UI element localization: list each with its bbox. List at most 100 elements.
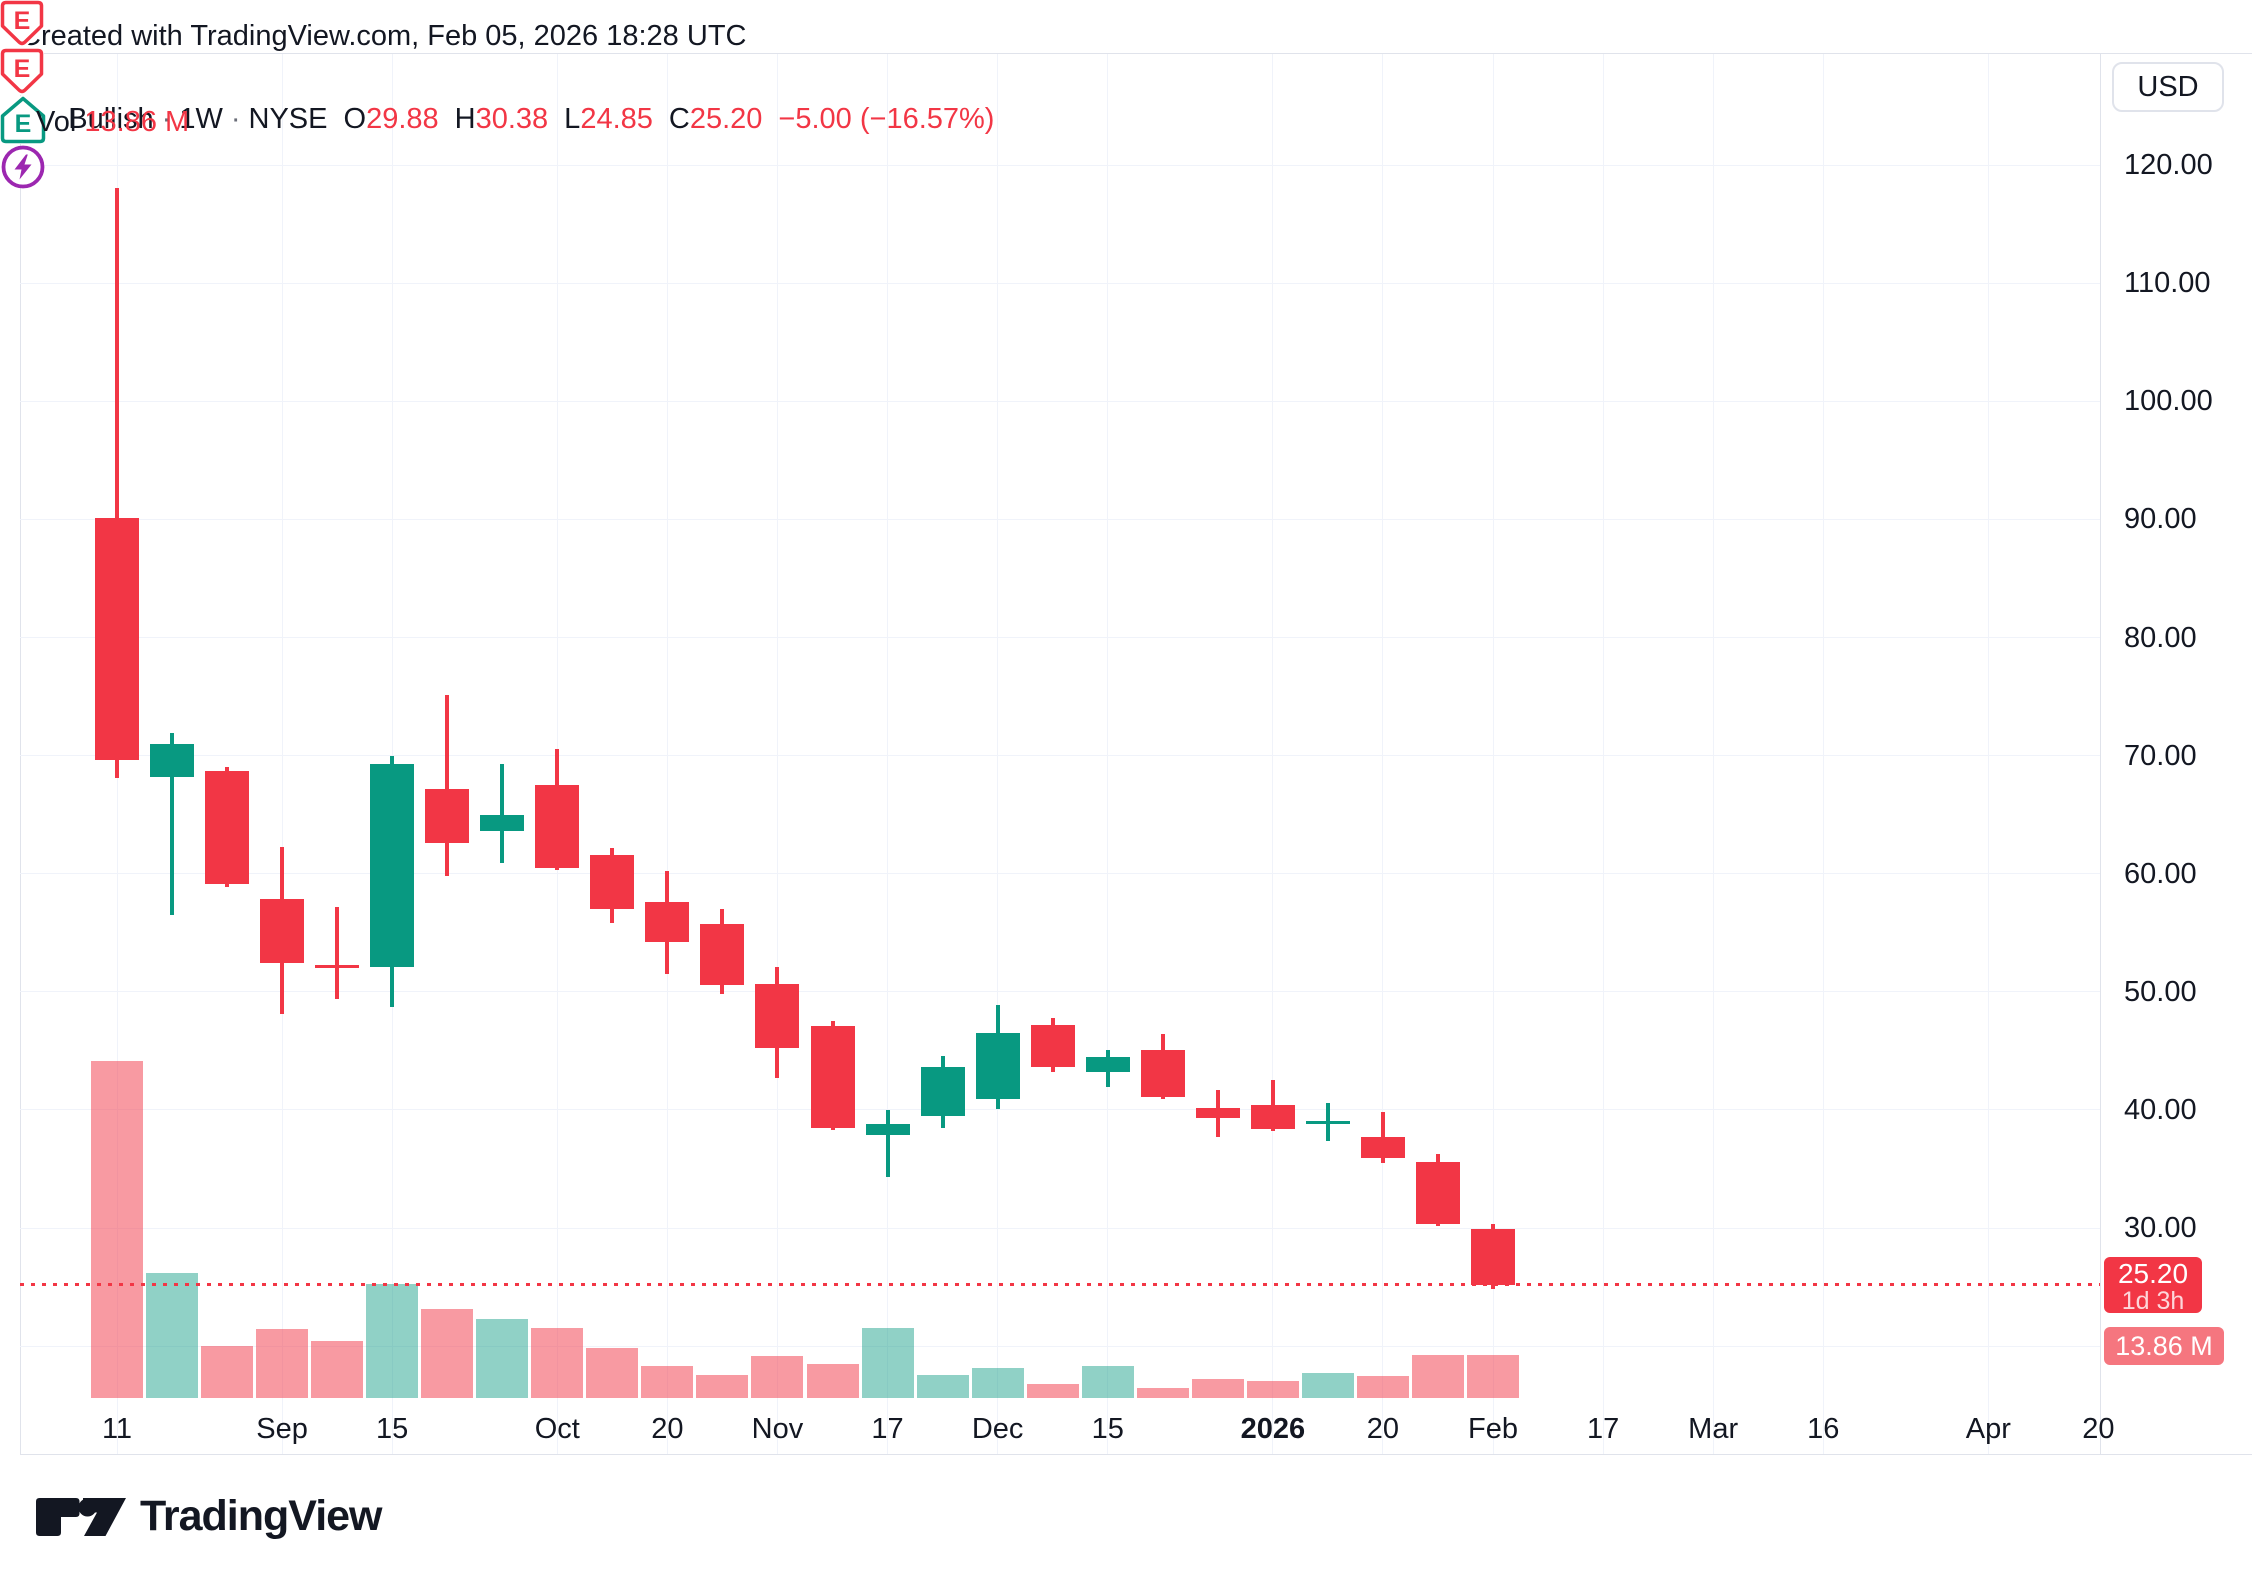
earnings-reported-icon[interactable]: E [0,46,46,96]
tradingview-logo[interactable]: TradingView [36,1492,382,1541]
legend-separator-2: · [230,103,241,135]
volume-bar[interactable] [1301,1372,1354,1398]
volume-bar[interactable] [586,1348,639,1398]
price-tick-label: 110.00 [2124,267,2211,300]
volume-bar[interactable] [861,1327,914,1398]
volume-bar[interactable] [1081,1366,1134,1398]
close-value: 25.20 [689,103,763,135]
candle[interactable] [865,1124,910,1135]
volume-bar[interactable] [1026,1384,1079,1398]
legend-separator: · [161,103,172,135]
volume-bar[interactable] [1411,1354,1464,1398]
volume-bar[interactable] [91,1061,143,1398]
price-gridline [20,400,2100,402]
time-gridline [281,54,283,1454]
volume-bar[interactable] [476,1318,529,1398]
svg-text:E: E [14,55,31,83]
volume-bar[interactable] [421,1308,474,1398]
volume-bar[interactable] [311,1340,364,1398]
candle[interactable] [810,1026,855,1128]
price-tick-label: 30.00 [2124,1212,2197,1244]
time-gridline [1822,54,1824,1454]
candle[interactable] [700,924,745,985]
volume-bar[interactable] [1246,1380,1299,1398]
volume-bar[interactable] [1356,1375,1409,1398]
tradingview-logo-text: TradingView [140,1492,382,1540]
last-price-line [20,1283,2100,1287]
candle[interactable] [370,763,415,967]
candle[interactable] [1085,1056,1130,1073]
price-tick-label: 90.00 [2124,503,2197,536]
time-gridline [1712,54,1714,1454]
candle[interactable] [150,743,195,777]
volume-bar[interactable] [696,1375,749,1398]
time-tick-label: 15 [376,1413,409,1445]
candle[interactable] [1030,1024,1075,1068]
volume-bar[interactable] [146,1272,199,1398]
candle-wick [115,187,119,779]
volume-bar[interactable] [916,1375,969,1398]
time-tick-label: Oct [534,1413,580,1445]
time-gridline [666,54,668,1454]
open-value: 29.88 [366,103,439,135]
time-tick-label: 20 [651,1413,684,1445]
currency-button[interactable]: USD [2112,62,2224,112]
price-tick-label: 50.00 [2124,975,2197,1008]
volume-bar[interactable] [201,1345,254,1398]
candle[interactable] [425,788,470,843]
time-gridline [391,54,393,1454]
volume-bar[interactable] [641,1366,694,1398]
candle[interactable] [480,814,525,832]
earnings-upcoming-icon[interactable]: E [0,94,48,146]
time-gridline [776,54,778,1454]
symbol-name[interactable]: Bullish [68,103,154,135]
candle[interactable] [1305,1120,1350,1125]
last-price-value: 25.20 [2117,1258,2189,1289]
price-gridline [20,1109,2100,1111]
candle[interactable] [920,1067,965,1116]
candle[interactable] [260,898,305,964]
candle[interactable] [205,770,250,885]
candle[interactable] [1250,1105,1295,1129]
plot-frame-top [20,53,2252,54]
candle[interactable] [1415,1161,1460,1225]
volume-bar[interactable] [366,1284,419,1398]
price-tick-label: 120.00 [2124,149,2213,182]
candle[interactable] [590,854,635,910]
candle[interactable] [1360,1137,1405,1159]
candle-wick [500,763,505,864]
candle[interactable] [755,983,800,1049]
volume-bar[interactable] [1467,1354,1519,1398]
price-gridline [20,1227,2100,1229]
time-gridline [887,54,889,1454]
low-letter: L [564,103,581,135]
volume-bar[interactable] [806,1363,859,1398]
plot-frame-bottom [20,1454,2252,1455]
volume-bar[interactable] [256,1329,309,1398]
candle[interactable] [1140,1049,1185,1097]
volume-bar[interactable] [751,1356,804,1398]
candle[interactable] [535,785,580,868]
symbol-legend: Bullish · 1W · NYSE O29.88 H30.38 L24.85 C25.20−… [36,73,994,197]
candle[interactable] [645,902,690,943]
volume-bar[interactable] [971,1367,1024,1398]
candle[interactable] [95,518,139,761]
time-tick-label: Dec [971,1413,1024,1445]
volume-bar[interactable] [1191,1379,1244,1398]
volume-value: 13.86 M [84,106,190,138]
candle[interactable] [1195,1107,1240,1119]
time-gridline [1602,54,1604,1454]
volume-bar[interactable] [1136,1388,1189,1398]
candle[interactable] [975,1033,1020,1100]
volume-bar[interactable] [531,1327,584,1398]
earnings-reported-icon[interactable]: E [0,0,46,48]
alert-lightning-icon[interactable] [0,144,46,190]
change-value: −5.00 (−16.57%) [778,103,995,135]
candle[interactable] [315,964,360,969]
candle[interactable] [1471,1229,1515,1285]
price-tick-label: 70.00 [2124,739,2197,772]
interval-label: 1W [179,103,223,135]
